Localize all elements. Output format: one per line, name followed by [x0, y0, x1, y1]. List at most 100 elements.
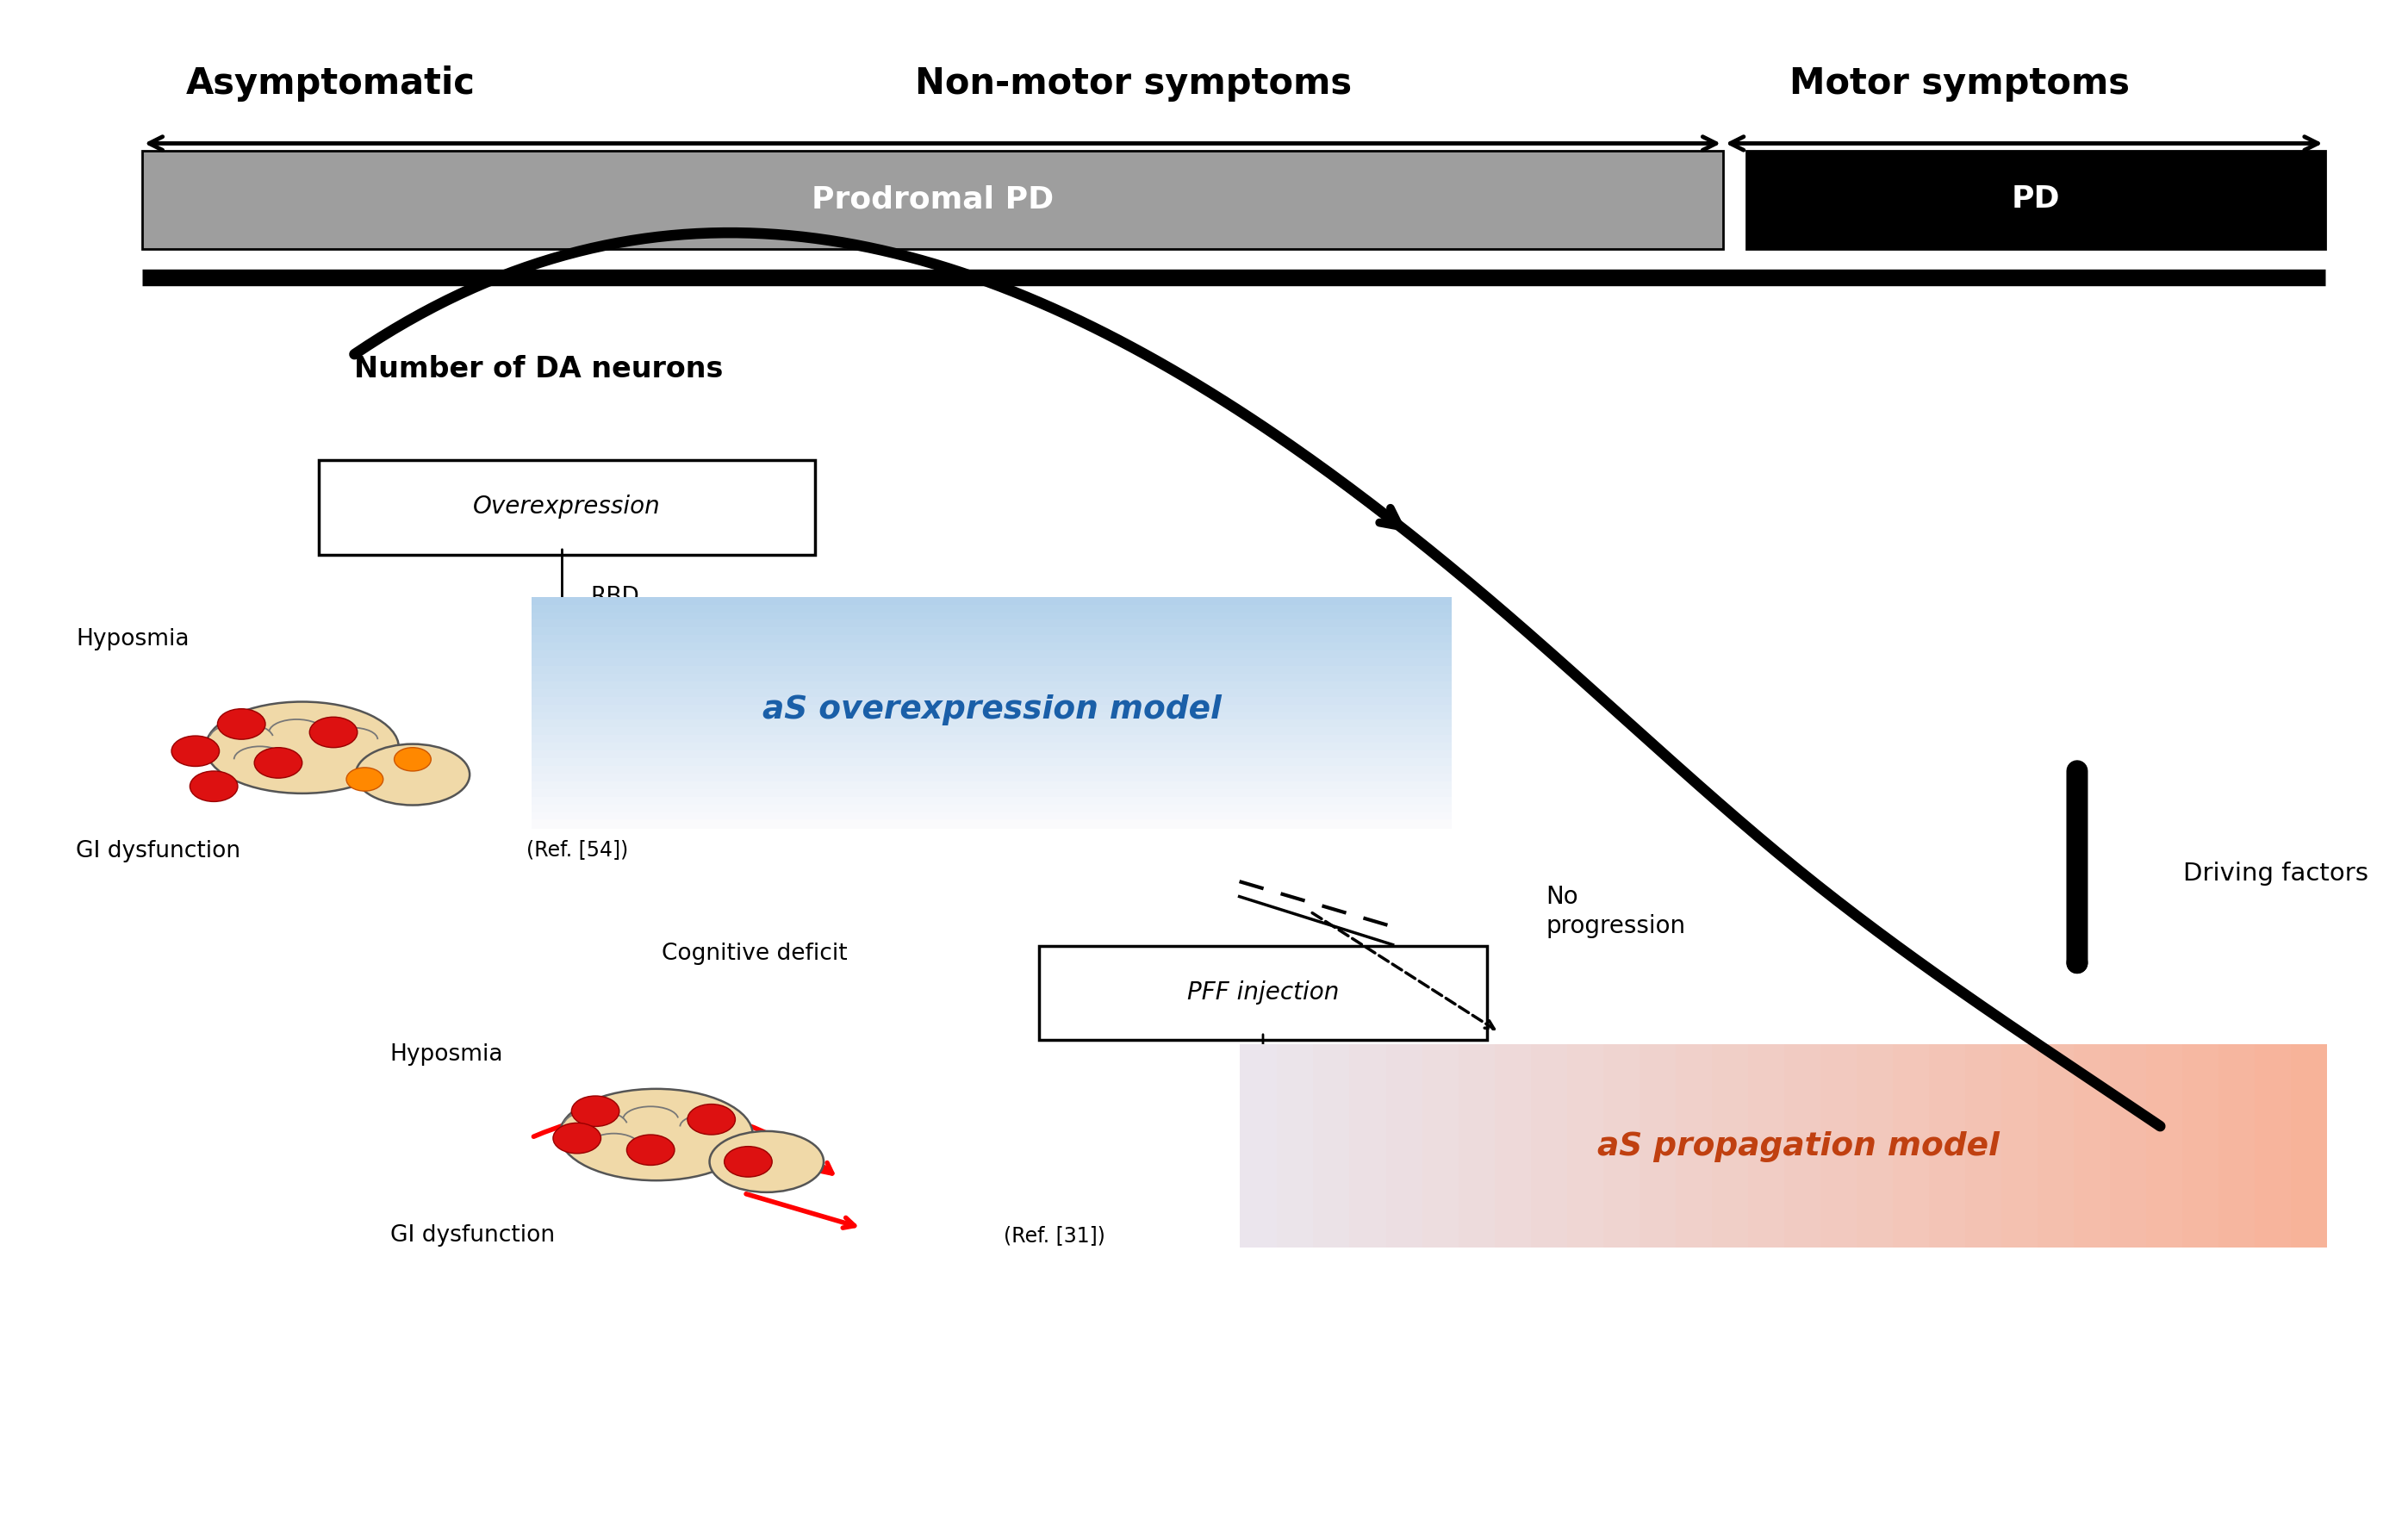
- FancyBboxPatch shape: [532, 788, 1452, 798]
- Ellipse shape: [559, 1088, 754, 1180]
- FancyBboxPatch shape: [2073, 1044, 2109, 1248]
- FancyBboxPatch shape: [1385, 1044, 1423, 1248]
- Text: Hyposmia: Hyposmia: [77, 627, 190, 650]
- Circle shape: [571, 1096, 619, 1127]
- FancyBboxPatch shape: [1565, 1044, 1604, 1248]
- FancyBboxPatch shape: [2146, 1044, 2182, 1248]
- FancyBboxPatch shape: [1893, 1044, 1929, 1248]
- Text: (Ref. [54]): (Ref. [54]): [527, 839, 628, 861]
- Circle shape: [311, 718, 356, 747]
- Text: Driving factors: Driving factors: [2184, 862, 2369, 885]
- Circle shape: [347, 767, 383, 792]
- FancyBboxPatch shape: [1965, 1044, 2001, 1248]
- Text: GI dysfunction: GI dysfunction: [390, 1225, 554, 1247]
- FancyBboxPatch shape: [532, 650, 1452, 659]
- Text: GI dysfunction: GI dysfunction: [77, 841, 241, 862]
- FancyBboxPatch shape: [532, 742, 1452, 752]
- FancyBboxPatch shape: [532, 773, 1452, 782]
- Text: Asymptomatic: Asymptomatic: [185, 65, 474, 101]
- FancyBboxPatch shape: [532, 612, 1452, 621]
- Text: PD: PD: [2011, 184, 2061, 214]
- FancyBboxPatch shape: [2037, 1044, 2073, 1248]
- FancyBboxPatch shape: [2182, 1044, 2218, 1248]
- FancyBboxPatch shape: [532, 719, 1452, 729]
- Text: Prodromal PD: Prodromal PD: [811, 184, 1055, 214]
- FancyBboxPatch shape: [1529, 1044, 1568, 1248]
- FancyBboxPatch shape: [1601, 1044, 1640, 1248]
- FancyBboxPatch shape: [532, 758, 1452, 767]
- Circle shape: [686, 1104, 734, 1134]
- FancyBboxPatch shape: [1674, 1044, 1712, 1248]
- FancyBboxPatch shape: [532, 727, 1452, 736]
- FancyBboxPatch shape: [2001, 1044, 2037, 1248]
- FancyBboxPatch shape: [2290, 1044, 2326, 1248]
- Circle shape: [725, 1147, 773, 1177]
- FancyBboxPatch shape: [532, 781, 1452, 790]
- FancyBboxPatch shape: [532, 642, 1452, 652]
- FancyBboxPatch shape: [142, 151, 1724, 249]
- FancyBboxPatch shape: [532, 619, 1452, 629]
- Text: Overexpression: Overexpression: [472, 495, 660, 518]
- FancyBboxPatch shape: [532, 658, 1452, 667]
- FancyBboxPatch shape: [1312, 1044, 1348, 1248]
- FancyBboxPatch shape: [1348, 1044, 1385, 1248]
- FancyBboxPatch shape: [1421, 1044, 1459, 1248]
- Text: Cognitive deficit: Cognitive deficit: [662, 942, 848, 965]
- FancyBboxPatch shape: [1857, 1044, 1893, 1248]
- Text: aS propagation model: aS propagation model: [1597, 1131, 1999, 1162]
- Ellipse shape: [356, 744, 470, 805]
- FancyBboxPatch shape: [2109, 1044, 2146, 1248]
- Ellipse shape: [710, 1131, 824, 1193]
- Text: PFF injection: PFF injection: [1187, 981, 1339, 1005]
- Circle shape: [395, 747, 431, 772]
- FancyBboxPatch shape: [1493, 1044, 1531, 1248]
- FancyBboxPatch shape: [2254, 1044, 2290, 1248]
- FancyBboxPatch shape: [2218, 1044, 2254, 1248]
- FancyBboxPatch shape: [532, 735, 1452, 744]
- FancyBboxPatch shape: [1276, 1044, 1312, 1248]
- FancyBboxPatch shape: [532, 765, 1452, 775]
- FancyBboxPatch shape: [532, 750, 1452, 759]
- Text: No
progression: No progression: [1546, 885, 1686, 939]
- FancyBboxPatch shape: [1240, 1044, 1276, 1248]
- FancyBboxPatch shape: [532, 696, 1452, 705]
- FancyBboxPatch shape: [1929, 1044, 1965, 1248]
- FancyBboxPatch shape: [532, 604, 1452, 613]
- FancyBboxPatch shape: [1818, 1044, 1857, 1248]
- Text: (Ref. [31]): (Ref. [31]): [1004, 1225, 1105, 1247]
- FancyBboxPatch shape: [1746, 151, 2326, 249]
- FancyBboxPatch shape: [1710, 1044, 1748, 1248]
- Circle shape: [626, 1134, 674, 1165]
- Circle shape: [190, 772, 238, 802]
- FancyBboxPatch shape: [1782, 1044, 1820, 1248]
- Text: RBD: RBD: [590, 586, 641, 609]
- Text: Non-motor symptoms: Non-motor symptoms: [915, 65, 1351, 101]
- FancyBboxPatch shape: [1457, 1044, 1495, 1248]
- FancyBboxPatch shape: [1746, 1044, 1784, 1248]
- FancyBboxPatch shape: [318, 460, 814, 555]
- Circle shape: [554, 1124, 602, 1153]
- FancyBboxPatch shape: [532, 819, 1452, 828]
- FancyBboxPatch shape: [532, 596, 1452, 606]
- FancyBboxPatch shape: [1038, 947, 1488, 1039]
- FancyBboxPatch shape: [532, 812, 1452, 821]
- Circle shape: [255, 747, 301, 778]
- FancyBboxPatch shape: [532, 681, 1452, 690]
- FancyBboxPatch shape: [532, 666, 1452, 675]
- FancyBboxPatch shape: [532, 712, 1452, 721]
- FancyBboxPatch shape: [532, 704, 1452, 713]
- Ellipse shape: [205, 702, 400, 793]
- FancyBboxPatch shape: [532, 796, 1452, 805]
- FancyBboxPatch shape: [532, 689, 1452, 698]
- FancyBboxPatch shape: [532, 635, 1452, 644]
- Circle shape: [217, 709, 265, 739]
- Text: Hyposmia: Hyposmia: [390, 1044, 503, 1065]
- Circle shape: [171, 736, 219, 767]
- FancyBboxPatch shape: [1637, 1044, 1676, 1248]
- FancyBboxPatch shape: [532, 627, 1452, 636]
- Text: Number of DA neurons: Number of DA neurons: [354, 355, 722, 384]
- Text: aS overexpression model: aS overexpression model: [761, 695, 1221, 725]
- FancyBboxPatch shape: [532, 804, 1452, 813]
- Text: Motor symptoms: Motor symptoms: [1789, 65, 2129, 101]
- FancyBboxPatch shape: [532, 673, 1452, 682]
